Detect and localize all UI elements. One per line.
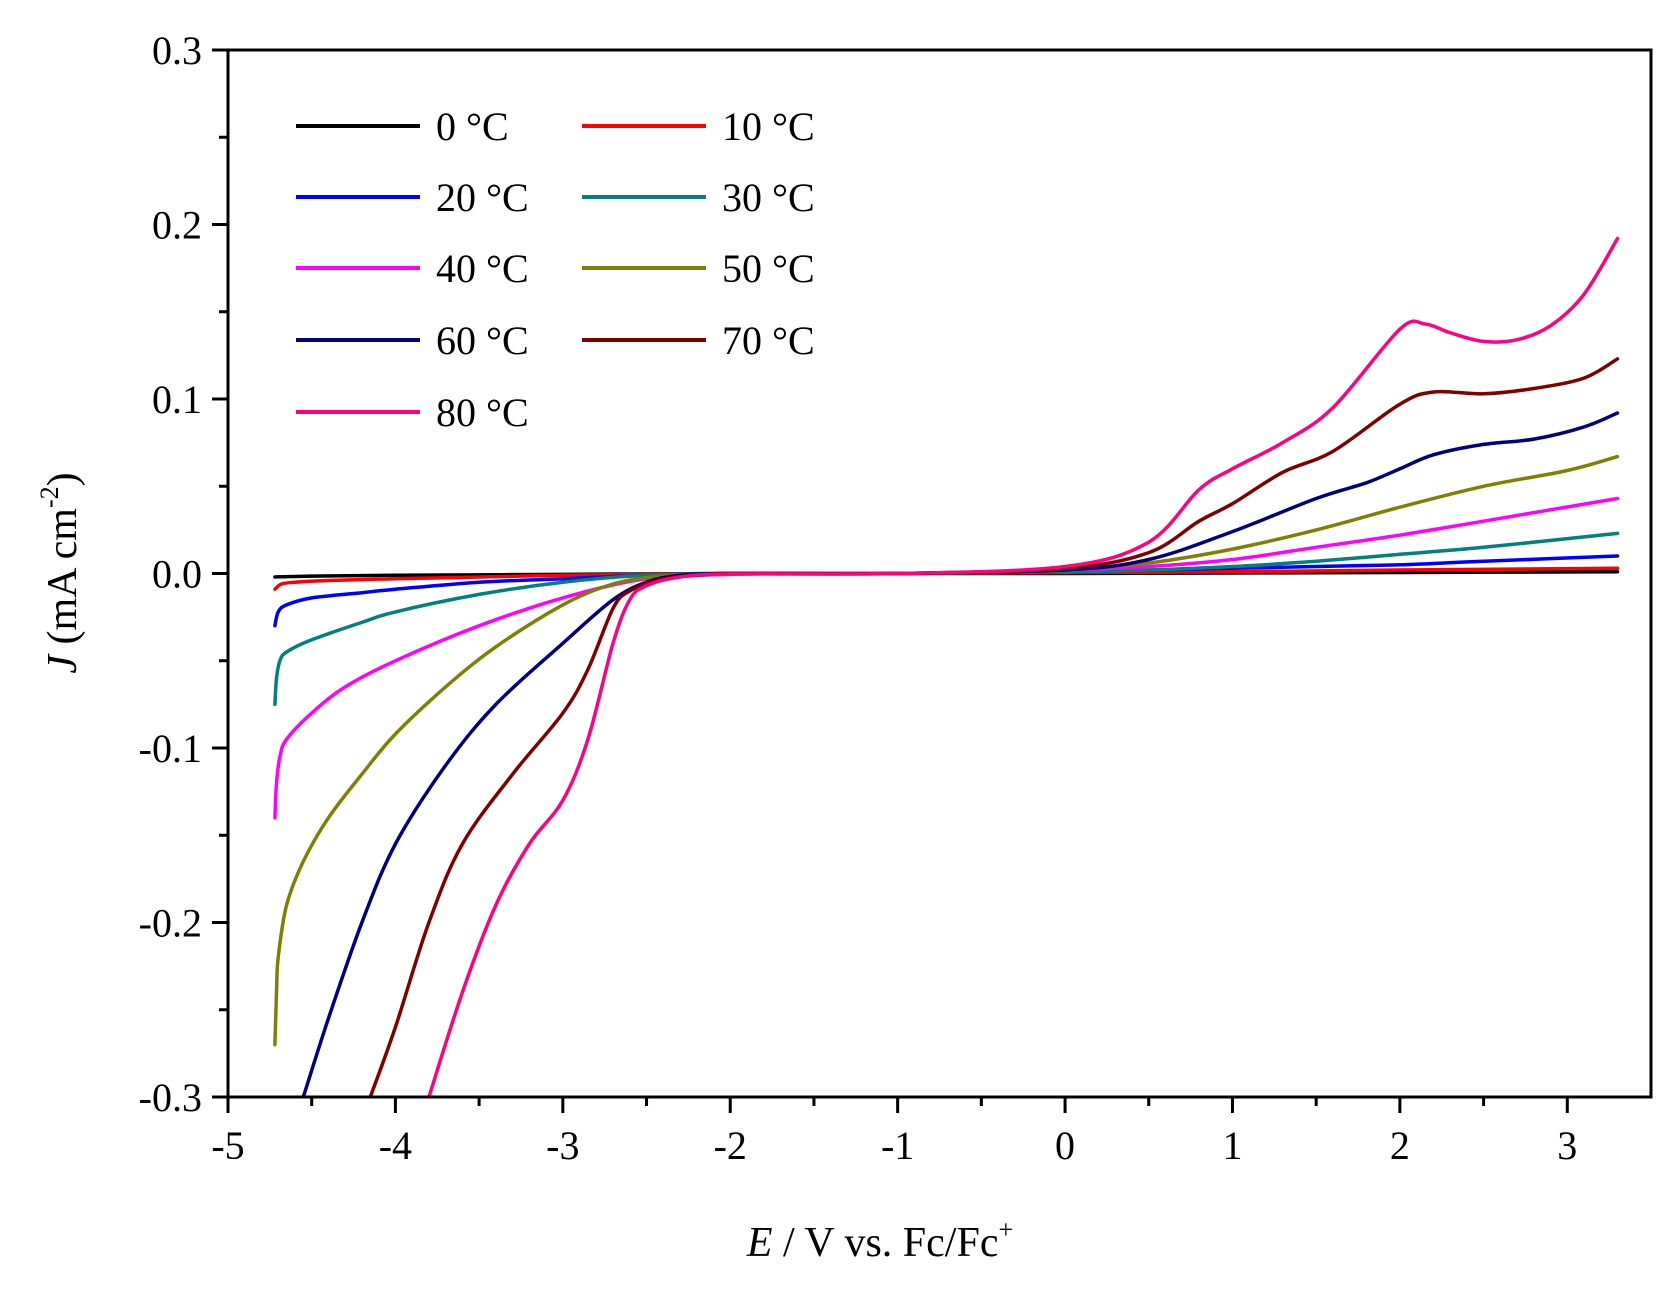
legend: 0 °C 10 °C 20 °C 30 °C 40 °C 50 °C 60 °C 70 °C 8… bbox=[296, 104, 815, 435]
legend-label-2: 20 °C bbox=[436, 175, 529, 220]
y-axis: -0.3 -0.2 -0.1 0.0 0.1 0.2 0.3 bbox=[139, 28, 228, 1120]
x-axis-title-sup: + bbox=[998, 1215, 1013, 1244]
series-layer bbox=[273, 236, 1620, 1097]
y-tick-label: 0.0 bbox=[152, 552, 202, 597]
x-axis-title-italic: E bbox=[746, 1220, 773, 1266]
y-axis-title-tail: ) bbox=[40, 472, 86, 486]
y-axis-title-text: (mA cm bbox=[40, 508, 86, 655]
legend-label-7: 70 °C bbox=[722, 318, 815, 363]
x-tick-label: 1 bbox=[1222, 1123, 1242, 1168]
x-tick-label: -3 bbox=[546, 1123, 579, 1168]
y-tick-label: 0.1 bbox=[152, 377, 202, 422]
legend-label-5: 50 °C bbox=[722, 246, 815, 291]
y-tick-label: -0.2 bbox=[139, 901, 202, 946]
legend-label-8: 80 °C bbox=[436, 390, 529, 435]
series-line-8 bbox=[427, 236, 1620, 1097]
y-tick-label: 0.3 bbox=[152, 28, 202, 73]
x-axis-title-text: / V vs. Fc/Fc bbox=[772, 1220, 998, 1266]
x-tick-label: -4 bbox=[379, 1123, 412, 1168]
x-tick-label: -2 bbox=[714, 1123, 747, 1168]
y-tick-label: -0.3 bbox=[139, 1075, 202, 1120]
legend-label-3: 30 °C bbox=[722, 175, 815, 220]
x-axis-title: E / V vs. Fc/Fc+ bbox=[746, 1215, 1013, 1266]
x-tick-label: -5 bbox=[211, 1123, 244, 1168]
y-tick-label: -0.1 bbox=[139, 726, 202, 771]
y-axis-title: J (mA cm-2) bbox=[35, 472, 86, 673]
x-tick-label: -1 bbox=[881, 1123, 914, 1168]
y-axis-title-sup: -2 bbox=[35, 486, 64, 508]
x-tick-label: 2 bbox=[1390, 1123, 1410, 1168]
legend-label-4: 40 °C bbox=[436, 246, 529, 291]
x-tick-label: 3 bbox=[1557, 1123, 1577, 1168]
x-axis: -5 -4 -3 -2 -1 0 1 2 3 bbox=[211, 1097, 1577, 1168]
legend-label-1: 10 °C bbox=[722, 104, 815, 149]
y-tick-label: 0.2 bbox=[152, 203, 202, 248]
legend-label-6: 60 °C bbox=[436, 318, 529, 363]
x-tick-label: 0 bbox=[1055, 1123, 1075, 1168]
legend-label-0: 0 °C bbox=[436, 104, 509, 149]
y-axis-title-italic: J bbox=[40, 653, 86, 674]
